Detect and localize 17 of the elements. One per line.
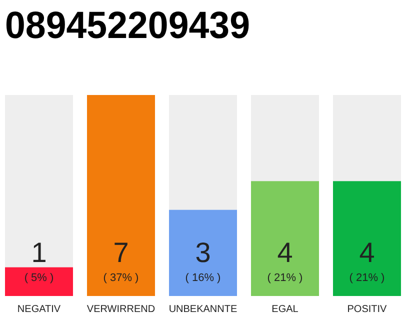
annotation: ( 21% )	[349, 272, 385, 284]
x-tick-label: POSITIV	[347, 304, 388, 315]
data-label: 4	[277, 237, 293, 268]
data-label: 4	[359, 237, 375, 268]
x-tick-label: VERWIRREND	[86, 304, 156, 315]
annotation: ( 5% )	[24, 272, 54, 284]
x-tick-label: EGAL	[272, 304, 299, 315]
data-label: 3	[195, 237, 211, 268]
annotation: ( 37% )	[103, 272, 139, 284]
chart-title: 089452209439	[5, 5, 259, 47]
x-tick-label: NEGATIV	[17, 304, 61, 315]
bar	[5, 267, 73, 296]
x-tick-label: UNBEKANNTE	[168, 304, 238, 315]
annotation: ( 21% )	[267, 272, 303, 284]
data-label: 7	[113, 237, 129, 268]
data-label: 1	[31, 237, 47, 268]
annotation: ( 16% )	[185, 272, 221, 284]
